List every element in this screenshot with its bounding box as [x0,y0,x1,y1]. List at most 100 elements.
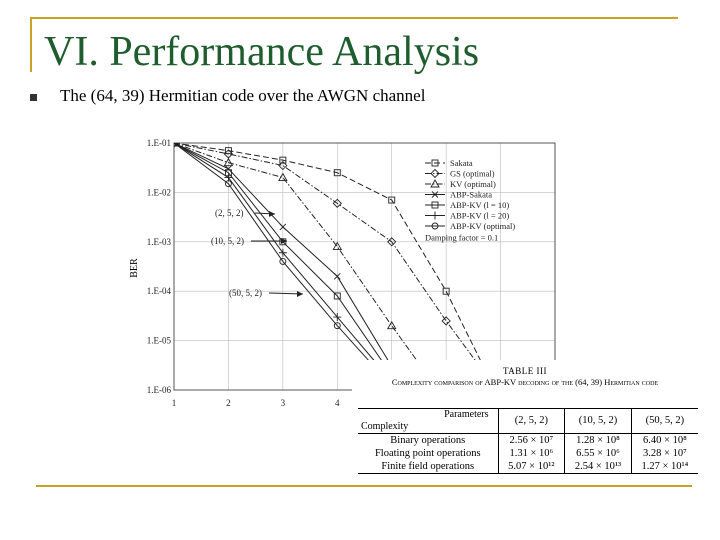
plot-area-border [173,142,556,391]
data-point-marker [431,159,439,167]
table-title: TABLE III [502,366,547,376]
decor-line-bottom [36,485,692,487]
legend-entry: ABP-KV (l = 10) [450,200,509,210]
y-tick-label: 1.E-02 [147,187,171,197]
table-complexity-label: Complexity [361,421,409,432]
data-point-marker [387,237,397,247]
y-tick-label: 1.E-04 [147,286,172,296]
x-tick-label: 4 [335,398,340,408]
chart-annotations: (2, 5, 2) (10, 5, 2) (50, 5, 2) [211,208,304,298]
table-cell: 1.31 × 10⁶ [497,447,565,460]
y-tick-label: 1.E-05 [147,336,172,346]
data-point-marker [333,322,341,330]
legend-entry: ABP-KV (optimal) [450,221,515,231]
data-point-marker [441,316,451,326]
series-line [174,143,496,390]
table-column-header: (2, 5, 2) [497,408,565,434]
table-cell: 2.54 × 10¹³ [564,460,632,474]
data-point-marker [386,320,397,330]
y-tick-label: 1.E-06 [147,385,172,395]
data-point-marker [279,238,287,246]
x-tick-label: 3 [281,398,286,408]
table-header-row: Parameters Complexity (2, 5, 2) (10, 5, … [358,408,698,434]
table-row: Binary operations 2.56 × 10⁷ 1.28 × 10⁸ … [358,433,698,447]
annotation-arrowhead [281,238,287,244]
series-group [174,143,498,390]
table-param-label: Parameters [444,409,489,420]
data-point-marker [388,196,396,204]
table-cell: 2.56 × 10⁷ [497,433,565,447]
row-label-finite: Finite field operations [381,460,475,472]
table-row-label: Finite field operations [358,460,499,474]
x-tick-label: 2 [226,398,231,408]
complexity-table: Parameters Complexity (2, 5, 2) (10, 5, … [358,408,698,474]
legend-entry: ABP-KV (l = 20) [450,211,509,221]
table-row: Floating point operations 1.31 × 10⁶ 6.5… [358,447,698,460]
data-point-marker [430,168,440,179]
table-column-header: (10, 5, 2) [564,408,632,434]
data-point-marker [442,287,450,295]
data-point-marker [225,165,232,173]
data-point-marker [278,172,288,181]
y-axis-label: BER [129,258,140,278]
annotation-arrowhead [269,211,275,217]
slide-title: VI. Performance Analysis [44,29,480,75]
annotation-arrowhead [297,291,303,297]
data-point-marker [431,211,439,220]
table-cell: 3.28 × 10⁷ [630,447,698,460]
legend-entry: Sakata [450,158,473,168]
row-label-binary: Binary operations [390,434,466,446]
data-point-marker [279,223,287,231]
data-point-marker [332,198,342,208]
table-cell: 1.28 × 10⁸ [564,433,632,447]
data-point-marker [431,222,439,230]
data-point-marker [278,160,288,171]
bullet-text: The (64, 39) Hermitian code over the AWG… [60,86,426,105]
data-point-marker [332,241,343,251]
y-tick-label: 1.E-01 [147,138,171,148]
series-line [174,143,439,390]
table-cell: 5.07 × 10¹² [497,460,565,474]
table-caption: Complexity comparison of ABP-KV decoding… [391,377,659,387]
legend-note: Damping factor = 0.1 [425,233,498,243]
series-line [174,143,498,390]
complexity-table-panel: TABLE III Complexity comparison of ABP-K… [352,360,698,478]
data-point-marker [333,169,341,177]
annotation-label: (10, 5, 2) [211,236,244,246]
row-label-floating: Floating point operations [374,447,481,459]
data-point-marker [224,173,233,182]
data-point-marker [333,292,341,300]
table-row: Finite field operations 5.07 × 10¹² 2.54… [358,460,698,474]
data-point-marker [333,313,342,322]
chart-grid [174,143,555,390]
data-point-marker [223,157,234,167]
data-point-marker [431,191,439,198]
bullet-square-icon [30,94,37,101]
legend-entry: KV (optimal) [450,179,496,189]
table-row-label: Floating point operations [358,447,498,460]
data-point-marker [279,156,287,164]
data-point-marker [333,273,341,280]
data-point-marker [224,180,232,188]
table-row-label: Binary operations [358,433,499,447]
data-point-marker [431,201,439,209]
table-cell: 6.55 × 10⁶ [564,447,632,460]
series-line [174,143,400,390]
table-cell: 6.40 × 10⁸ [630,433,698,447]
decor-line-top [30,17,678,19]
table-cell: 1.27 × 10¹⁴ [630,460,698,474]
annotation-label: (50, 5, 2) [229,288,262,298]
data-point-marker [279,258,287,265]
data-point-marker [278,248,287,257]
x-tick-label: 1 [172,398,177,408]
chart-ticks: 1.E-01 1.E-02 1.E-03 1.E-04 1.E-05 1.E-061 2 3 4 [147,138,340,408]
data-point-marker [430,179,440,188]
y-tick-label: 1.E-03 [147,237,172,247]
legend-entry: ABP-Sakata [450,190,492,200]
table-column-header: (50, 5, 2) [630,408,698,434]
series-group [174,143,439,390]
legend-entry: GS (optimal) [450,169,495,179]
decor-line-left [30,17,32,72]
table-header-corner: Parameters Complexity [358,408,499,434]
